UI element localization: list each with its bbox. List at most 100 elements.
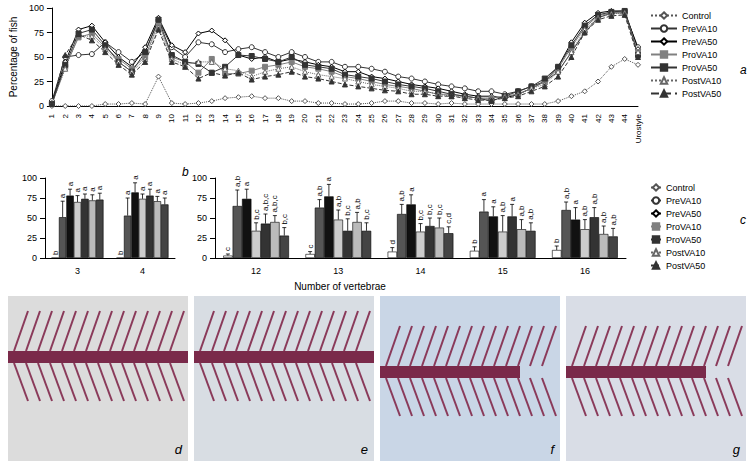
svg-text:b,c: b,c [252,209,261,220]
svg-text:Number of vertebrae: Number of vertebrae [294,281,386,292]
svg-text:PostVA10: PostVA10 [682,76,721,86]
svg-text:13: 13 [207,113,216,122]
svg-text:b,c: b,c [435,204,444,215]
svg-text:50: 50 [27,213,37,223]
svg-text:18: 18 [274,113,283,122]
svg-text:a: a [479,192,488,197]
svg-text:0: 0 [39,101,44,111]
svg-text:6: 6 [114,113,123,118]
svg-text:9: 9 [154,113,163,118]
svg-text:b,c: b,c [425,204,434,215]
svg-text:25: 25 [197,233,207,243]
svg-text:40: 40 [567,113,576,122]
svg-text:24: 24 [354,113,363,122]
svg-text:a,b,c: a,b,c [270,195,279,212]
svg-text:a: a [242,181,251,186]
svg-text:b: b [182,165,189,179]
svg-text:a,b: a,b [590,193,599,205]
svg-text:b: b [116,250,125,255]
svg-text:PostVA50: PostVA50 [682,89,721,99]
svg-text:23: 23 [340,113,349,122]
svg-text:a: a [66,181,75,186]
svg-text:a: a [123,190,132,195]
svg-text:35: 35 [500,113,509,122]
svg-text:5: 5 [101,113,110,118]
svg-text:34: 34 [487,113,496,122]
svg-text:21: 21 [314,113,323,122]
svg-text:a,b: a,b [599,211,608,223]
svg-text:a,b: a,b [517,205,526,217]
svg-text:a: a [407,187,416,192]
svg-text:a: a [160,190,169,195]
svg-text:12: 12 [194,113,203,122]
svg-text:25: 25 [367,113,376,122]
svg-text:a: a [95,185,104,190]
svg-text:17: 17 [261,113,270,122]
svg-text:Percentage of fish: Percentage of fish [8,17,19,98]
svg-text:0: 0 [202,253,207,263]
svg-text:1: 1 [47,113,56,118]
svg-text:a: a [131,175,140,180]
svg-text:c: c [306,245,315,249]
svg-text:43: 43 [607,113,616,122]
svg-text:PreVA10: PreVA10 [666,196,701,206]
svg-text:28: 28 [407,113,416,122]
svg-text:a,b: a,b [498,201,507,213]
svg-text:100: 100 [29,3,44,13]
svg-text:PostVA50: PostVA50 [666,261,705,271]
svg-text:b,c: b,c [416,210,425,221]
svg-text:a: a [145,181,154,186]
svg-text:a,b: a,b [334,195,343,207]
svg-text:50: 50 [197,213,207,223]
svg-text:12: 12 [251,266,261,276]
svg-text:8: 8 [141,113,150,118]
svg-text:20: 20 [300,113,309,122]
svg-text:b,c: b,c [362,209,371,220]
svg-text:PreVA50: PreVA50 [682,37,717,47]
svg-text:14: 14 [221,113,230,122]
svg-text:16: 16 [580,266,590,276]
svg-text:16: 16 [247,113,256,122]
svg-text:a,b: a,b [315,185,324,197]
svg-text:Urostyle: Urostyle [634,113,643,143]
svg-text:Control: Control [682,11,711,21]
svg-text:a: a [489,199,498,204]
svg-text:ProVA10: ProVA10 [666,222,701,232]
svg-text:33: 33 [474,113,483,122]
svg-text:c,d: c,d [444,213,453,224]
svg-text:7: 7 [127,113,136,118]
svg-text:15: 15 [234,113,243,122]
svg-text:a,b: a,b [353,198,362,210]
svg-text:39: 39 [554,113,563,122]
svg-text:b: b [51,250,60,255]
svg-text:a,b,c: a,b,c [261,194,270,211]
svg-text:36: 36 [514,113,523,122]
svg-text:0: 0 [32,253,37,263]
svg-text:42: 42 [594,113,603,122]
svg-text:b,c: b,c [343,205,352,216]
svg-text:a,b: a,b [609,214,618,226]
svg-text:100: 100 [192,173,207,183]
svg-text:a,b: a,b [397,190,406,202]
svg-text:b: b [552,238,561,243]
svg-text:14: 14 [415,266,425,276]
svg-text:3: 3 [75,266,80,276]
svg-text:Control: Control [666,183,695,193]
svg-text:b,c: b,c [280,214,289,225]
svg-text:a: a [740,63,747,77]
svg-text:c: c [223,247,232,251]
svg-text:27: 27 [394,113,403,122]
svg-text:PreVA10: PreVA10 [682,24,717,34]
svg-text:31: 31 [447,113,456,122]
svg-text:41: 41 [580,113,589,122]
svg-text:38: 38 [540,113,549,122]
svg-text:2: 2 [61,113,70,118]
svg-text:44: 44 [620,113,629,122]
svg-text:10: 10 [167,113,176,122]
svg-text:d: d [388,240,397,244]
svg-text:13: 13 [333,266,343,276]
svg-text:22: 22 [327,113,336,122]
svg-text:75: 75 [27,193,37,203]
svg-text:11: 11 [181,113,190,122]
svg-text:ProVA50: ProVA50 [682,63,717,73]
